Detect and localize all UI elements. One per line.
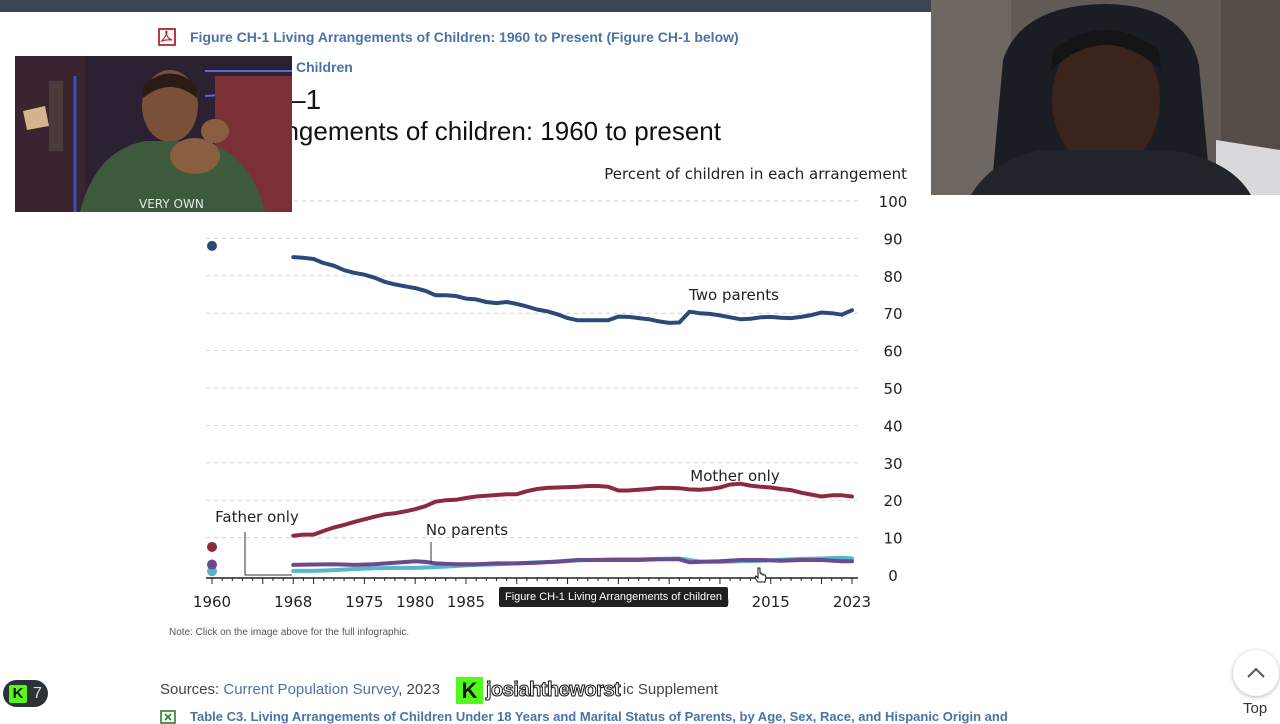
series-line-mother-only[interactable] (291, 481, 854, 538)
y-tick-label: 60 (883, 343, 902, 361)
leader-line-father-only (244, 532, 292, 576)
point-1960-mother-only[interactable] (207, 541, 217, 552)
table-c3-link-row[interactable]: Table C3. Living Arrangements of Childre… (160, 709, 1008, 724)
sources-line: Sources: Current Population Survey, 2023… (160, 681, 718, 698)
y-tick-label: 50 (883, 380, 902, 398)
streamer-webcam-right (931, 0, 1280, 195)
y-tick-label: 10 (883, 530, 902, 548)
sources-year: , 2023 (398, 681, 440, 698)
x-tick-label: 1985 (447, 593, 485, 611)
viewer-count: 7 (33, 684, 42, 702)
kick-logo-icon: K (9, 684, 28, 703)
label-two-parents: Two parents (688, 286, 779, 304)
streamer-name: josiahtheworst (485, 679, 621, 702)
series-line-two-parents[interactable] (291, 255, 854, 325)
figure-number: –1 (290, 84, 322, 115)
table-c3-link[interactable]: Table C3. Living Arrangements of Childre… (190, 709, 1008, 724)
living-arrangements-chart[interactable]: Percent of children in each arrangement … (0, 0, 931, 640)
kick-viewer-badge: K 7 (3, 680, 48, 707)
excel-icon (160, 709, 176, 724)
x-tick-label: 1960 (193, 593, 231, 611)
label-mother-only: Mother only (690, 467, 780, 485)
y-tick-label: 20 (883, 492, 902, 510)
figure-title: angements of children: 1960 to present (270, 116, 721, 146)
kick-watermark-icon: K (456, 677, 483, 704)
streamer-watermark: K josiahtheworst (456, 677, 621, 704)
image-tooltip: Figure CH-1 Living Arrangements of child… (499, 587, 729, 607)
mouse-cursor-icon (754, 567, 767, 583)
y-tick-label: 90 (883, 230, 902, 248)
y-tick-label: 100 (879, 193, 908, 211)
x-tick-label: 1980 (396, 593, 434, 611)
sources-prefix: Sources: (160, 681, 224, 698)
chart-subtitle: Percent of children in each arrangement (604, 165, 907, 183)
back-to-top-label[interactable]: Top (1243, 700, 1268, 717)
y-tick-label: 70 (883, 305, 902, 323)
label-father-only: Father only (215, 508, 299, 526)
figure-link-text[interactable]: Figure CH-1 Living Arrangements of Child… (190, 29, 739, 45)
y-tick-label: 30 (883, 455, 902, 473)
label-no-parents: No parents (426, 521, 508, 539)
browser-top-bar (0, 0, 931, 12)
back-to-top-button[interactable] (1233, 650, 1279, 696)
streamer-webcam-left: VERY OWN (15, 56, 292, 212)
chart-note: Note: Click on the image above for the f… (169, 627, 410, 638)
y-tick-label: 0 (888, 567, 898, 585)
chevron-up-icon (1247, 667, 1265, 678)
y-tick-label: 40 (883, 417, 902, 435)
children-link[interactable]: Children (296, 59, 353, 75)
x-tick-label: 2015 (752, 593, 790, 611)
x-tick-label: 1975 (345, 593, 383, 611)
x-tick-label: 2023 (833, 593, 871, 611)
point-1960-no-parents[interactable] (207, 559, 217, 570)
pdf-icon (158, 28, 176, 46)
y-tick-label: 80 (883, 268, 902, 286)
sources-suffix: ic Supplement (622, 681, 718, 698)
point-1960-two-parents[interactable] (207, 240, 217, 251)
figure-pdf-link[interactable]: Figure CH-1 Living Arrangements of Child… (158, 26, 739, 48)
svg-text:VERY OWN: VERY OWN (139, 197, 204, 211)
current-population-survey-link[interactable]: Current Population Survey (223, 681, 399, 698)
x-tick-label: 1968 (274, 593, 312, 611)
series-line-no-parents[interactable] (291, 557, 854, 567)
